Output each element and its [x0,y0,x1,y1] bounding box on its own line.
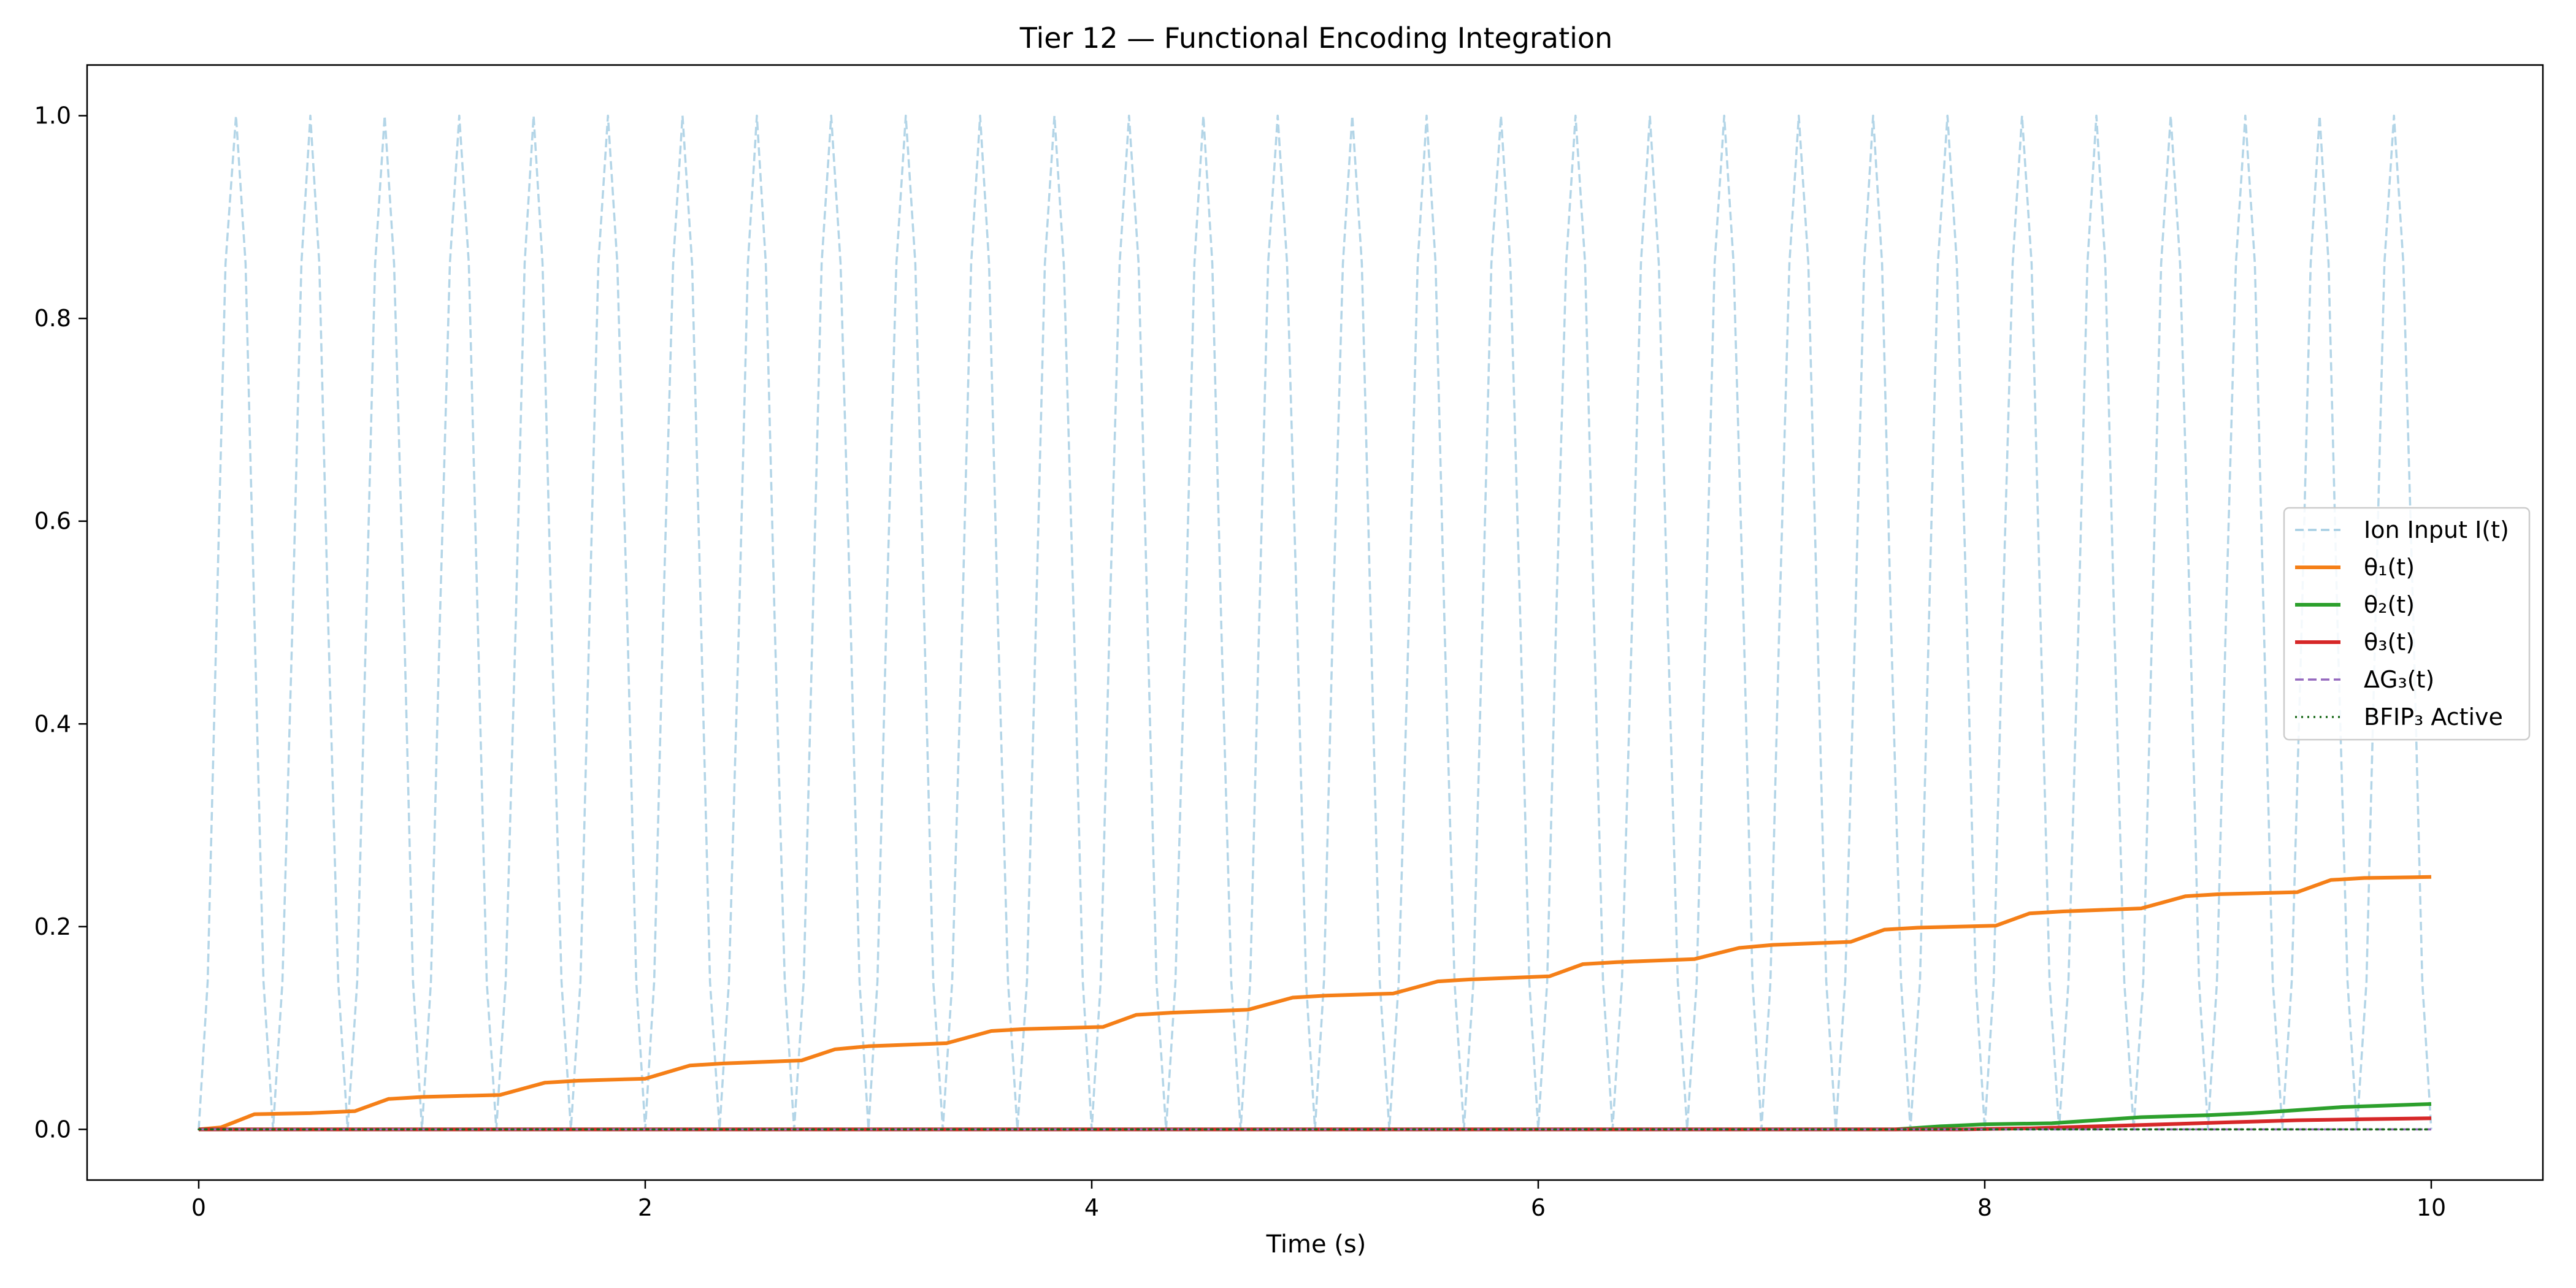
y-tick-label: 0.8 [34,305,71,332]
y-tick-label: 0.0 [34,1116,71,1143]
series-line-2 [199,1102,2432,1132]
x-tick-label: 10 [2417,1194,2446,1221]
legend-label: θ₃(t) [2364,629,2415,656]
legend-label: θ₁(t) [2364,554,2415,581]
plot-frame [86,64,2544,1181]
legend-label: ΔG₃(t) [2364,666,2434,693]
y-axis: 0.0 0.2 0.4 0.6 0.8 1.0 [34,102,87,1143]
legend-label: Ion Input I(t) [2364,516,2509,543]
x-tick-label: 8 [1977,1194,1992,1221]
series-layer [197,114,2432,1132]
x-axis: 0 2 4 6 8 10 [191,1180,2446,1221]
legend-frame [2283,507,2531,741]
legend-label: BFIP₃ Active [2364,703,2503,730]
x-axis-label: Time (s) [1266,1230,1367,1259]
chart-title: Tier 12 — Functional Encoding Integratio… [1019,21,1612,55]
x-tick-label: 6 [1531,1194,1546,1221]
x-tick-label: 0 [191,1194,206,1221]
series-line-1 [198,875,2432,1132]
x-tick-label: 4 [1084,1194,1099,1221]
y-tick-label: 0.2 [34,913,71,940]
series-line-0 [197,114,2432,1131]
x-tick-label: 2 [638,1194,653,1221]
y-tick-label: 0.6 [34,508,71,535]
y-tick-label: 1.0 [34,102,71,129]
legend: Ion Input I(t) θ₁(t) θ₂(t) θ₃(t) ΔG₃(t) BFIP₃… [2283,507,2531,741]
legend-label: θ₂(t) [2364,591,2415,618]
y-tick-label: 0.4 [34,710,71,737]
